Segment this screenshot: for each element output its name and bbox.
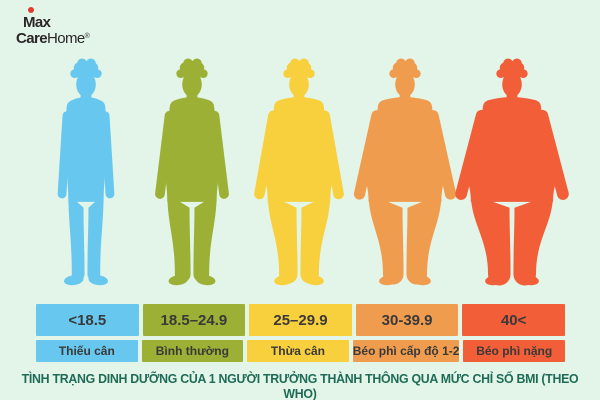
figure-overweight <box>253 58 344 286</box>
logo-dot-icon <box>28 7 34 13</box>
figure-normal <box>155 58 229 286</box>
category-label-row: Thiếu cân Bình thường Thừa cân Béo phì c… <box>36 340 565 362</box>
registered-mark: ® <box>84 33 90 40</box>
category-label-obesity-grade-1-2: Béo phì cấp độ 1-2 <box>352 340 460 362</box>
bmi-range-cell-normal: 18.5–24.9 <box>142 304 246 336</box>
figure-severe-obesity <box>455 58 569 286</box>
logo-line1: Max <box>23 14 51 31</box>
logo-line2-bold: Care <box>16 30 48 47</box>
category-label-severe-obesity: Béo phì nặng <box>463 340 565 362</box>
caption-title: TÌNH TRẠNG DINH DƯỠNG CỦA 1 NGƯỜI TRƯỞNG… <box>21 371 579 400</box>
figure-underweight <box>57 58 114 286</box>
category-label-overweight: Thừa cân <box>247 340 349 362</box>
category-label-normal: Bình thường <box>141 340 244 362</box>
bmi-range-cell-obesity-grade-1-2: 30-39.9 <box>355 304 459 336</box>
bmi-range-cell-overweight: 25–29.9 <box>249 304 352 336</box>
bmi-range-cell-underweight: <18.5 <box>36 304 139 336</box>
logo-line2-light: Home <box>46 30 85 47</box>
category-label-underweight: Thiếu cân <box>36 340 138 362</box>
logo-line2: CareHome® <box>16 30 90 47</box>
bmi-range-row: <18.5 18.5–24.9 25–29.9 30-39.9 40< <box>36 304 565 336</box>
bmi-range-cell-severe-obesity: 40< <box>462 304 565 336</box>
figures-row <box>0 57 600 289</box>
brand-logo: Max CareHome® <box>16 7 90 47</box>
figure-obesity-grade-1-2 <box>354 58 457 286</box>
